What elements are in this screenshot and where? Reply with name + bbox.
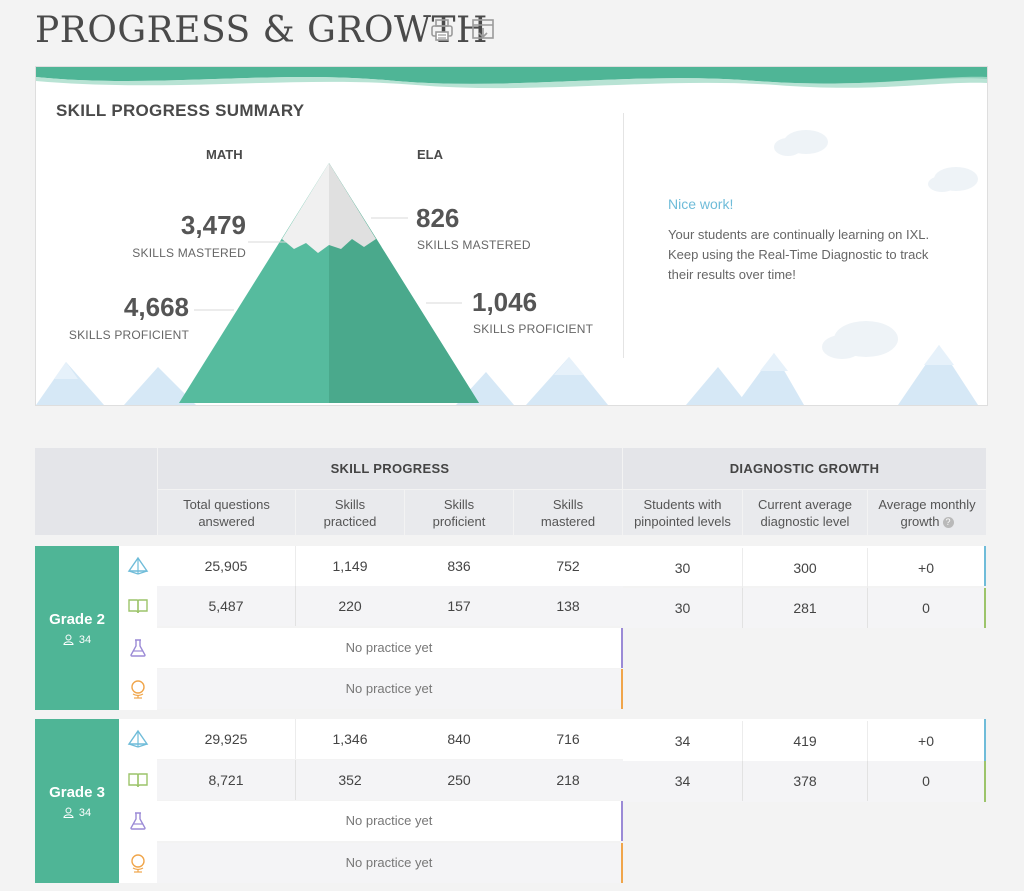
student-count-value: 34 — [78, 806, 92, 819]
current-average-cell: 419 — [743, 721, 868, 761]
col-skills-proficient[interactable]: Skills proficient — [405, 490, 513, 535]
col-average-growth[interactable]: Average monthly growth? — [868, 490, 986, 535]
table-row[interactable]: 25,905 1,149 836 752 — [157, 546, 623, 586]
skills-proficient-cell: 157 — [447, 598, 471, 614]
col-skills-mastered[interactable]: Skills mastered — [514, 490, 622, 535]
ela-mastered-value: 826 — [416, 203, 460, 233]
message-body: Your students are continually learning o… — [668, 227, 930, 282]
skills-proficient-cell: 840 — [447, 731, 471, 747]
page-title: PROGRESS & GROWTH — [35, 10, 488, 51]
diagnostic-row-math[interactable]: 30 300 +0 — [623, 546, 986, 588]
science-flask-icon — [119, 628, 157, 668]
ela-book-icon — [119, 760, 157, 800]
skills-mastered-cell: 138 — [556, 598, 580, 614]
no-practice-social-studies: No practice yet — [157, 669, 623, 709]
math-proficient-label: SKILLS PROFICIENT — [68, 328, 189, 342]
summary-divider — [623, 113, 624, 358]
skills-mastered-cell: 716 — [556, 731, 580, 747]
info-icon[interactable]: ? — [942, 516, 954, 528]
students-pinpointed-cell: 34 — [623, 761, 743, 801]
ela-book-icon — [119, 586, 157, 626]
col-total-questions[interactable]: Total questions answered — [158, 490, 295, 535]
group-skill-progress: SKILL PROGRESS — [158, 448, 622, 489]
skills-practiced-cell: 220 — [338, 598, 362, 614]
col-total-questions-label: Total questions answered — [183, 496, 270, 529]
total-questions-cell: 25,905 — [157, 546, 296, 586]
col-average-growth-wrap: Average monthly growth? — [872, 496, 982, 530]
header-blank-cell — [35, 448, 157, 535]
no-practice-social-studies: No practice yet — [157, 843, 623, 883]
average-growth-cell: +0 — [918, 560, 934, 576]
science-flask-icon — [119, 801, 157, 841]
student-count: 34 — [63, 634, 91, 646]
skills-practiced-cell: 352 — [338, 772, 362, 788]
skills-proficient-cell: 836 — [447, 558, 471, 574]
skills-practiced-cell: 1,346 — [332, 731, 368, 747]
diagnostic-row-ela[interactable]: 30 281 0 — [623, 588, 986, 628]
math-icon — [119, 546, 157, 586]
students-pinpointed-cell: 30 — [623, 548, 743, 588]
table-row[interactable]: 29,925 1,346 840 716 — [157, 719, 623, 759]
student-icon — [63, 634, 74, 645]
math-proficient-value: 4,668 — [123, 292, 189, 322]
ela-label: ELA — [417, 147, 443, 162]
no-practice-science: No practice yet — [157, 801, 623, 841]
skills-proficient-cell: 250 — [447, 772, 471, 788]
table-row[interactable]: 8,721 352 250 218 — [157, 760, 623, 800]
summary-background-art — [36, 67, 987, 405]
student-count-value: 34 — [78, 633, 92, 646]
col-skills-proficient-label: Skills proficient — [432, 496, 486, 529]
student-icon — [63, 807, 74, 818]
average-growth-cell: 0 — [922, 773, 930, 789]
math-icon — [119, 719, 157, 759]
math-label: MATH — [206, 147, 243, 162]
ela-proficient-label: SKILLS PROFICIENT — [473, 322, 594, 336]
total-questions-cell: 29,925 — [157, 719, 296, 759]
current-average-cell: 378 — [743, 761, 868, 801]
grade-3-tag[interactable]: Grade 3 34 — [35, 719, 119, 883]
skills-mastered-cell: 752 — [556, 558, 580, 574]
ela-mastered-label: SKILLS MASTERED — [417, 238, 531, 252]
col-skills-practiced[interactable]: Skills practiced — [296, 490, 404, 535]
skills-mastered-cell: 218 — [556, 772, 580, 788]
no-practice-science: No practice yet — [157, 628, 623, 668]
ela-proficient-value: 1,046 — [472, 287, 538, 317]
current-average-cell: 300 — [743, 548, 868, 588]
current-average-cell: 281 — [743, 588, 868, 628]
col-average-growth-label: Average monthly growth — [878, 496, 976, 529]
col-skills-practiced-label: Skills practiced — [323, 496, 377, 529]
col-current-average[interactable]: Current average diagnostic level — [743, 490, 867, 535]
skills-practiced-cell: 1,149 — [332, 558, 368, 574]
diagnostic-row-ela[interactable]: 34 378 0 — [623, 761, 986, 802]
student-count: 34 — [63, 807, 91, 819]
diagnostic-row-math[interactable]: 34 419 +0 — [623, 719, 986, 761]
col-current-average-label: Current average diagnostic level — [758, 496, 852, 529]
grade-2-tag[interactable]: Grade 2 34 — [35, 546, 119, 710]
skill-progress-summary-card: SKILL PROGRESS SUMMARY MATH ELA 3,479 SK… — [35, 66, 988, 406]
export-icon[interactable] — [470, 17, 496, 43]
students-pinpointed-cell: 34 — [623, 721, 743, 761]
total-questions-cell: 8,721 — [157, 760, 296, 800]
print-icon[interactable] — [429, 17, 455, 43]
average-growth-cell: 0 — [922, 600, 930, 616]
col-skills-mastered-label: Skills mastered — [540, 496, 596, 529]
math-mastered-label: SKILLS MASTERED — [132, 246, 246, 260]
message-title: Nice work! — [668, 196, 734, 212]
total-questions-cell: 5,487 — [157, 586, 296, 626]
table-row[interactable]: 5,487 220 157 138 — [157, 586, 623, 626]
col-students-pinpointed-label: Students with pinpointed levels — [634, 496, 731, 529]
globe-icon — [119, 843, 157, 883]
globe-icon — [119, 669, 157, 709]
group-diagnostic-growth: DIAGNOSTIC GROWTH — [623, 448, 986, 489]
math-mastered-value: 3,479 — [180, 210, 246, 240]
summary-title: SKILL PROGRESS SUMMARY — [56, 101, 305, 120]
students-pinpointed-cell: 30 — [623, 588, 743, 628]
average-growth-cell: +0 — [918, 733, 934, 749]
grade-name: Grade 3 — [49, 783, 105, 801]
grade-name: Grade 2 — [49, 610, 105, 628]
col-students-pinpointed[interactable]: Students with pinpointed levels — [623, 490, 742, 535]
